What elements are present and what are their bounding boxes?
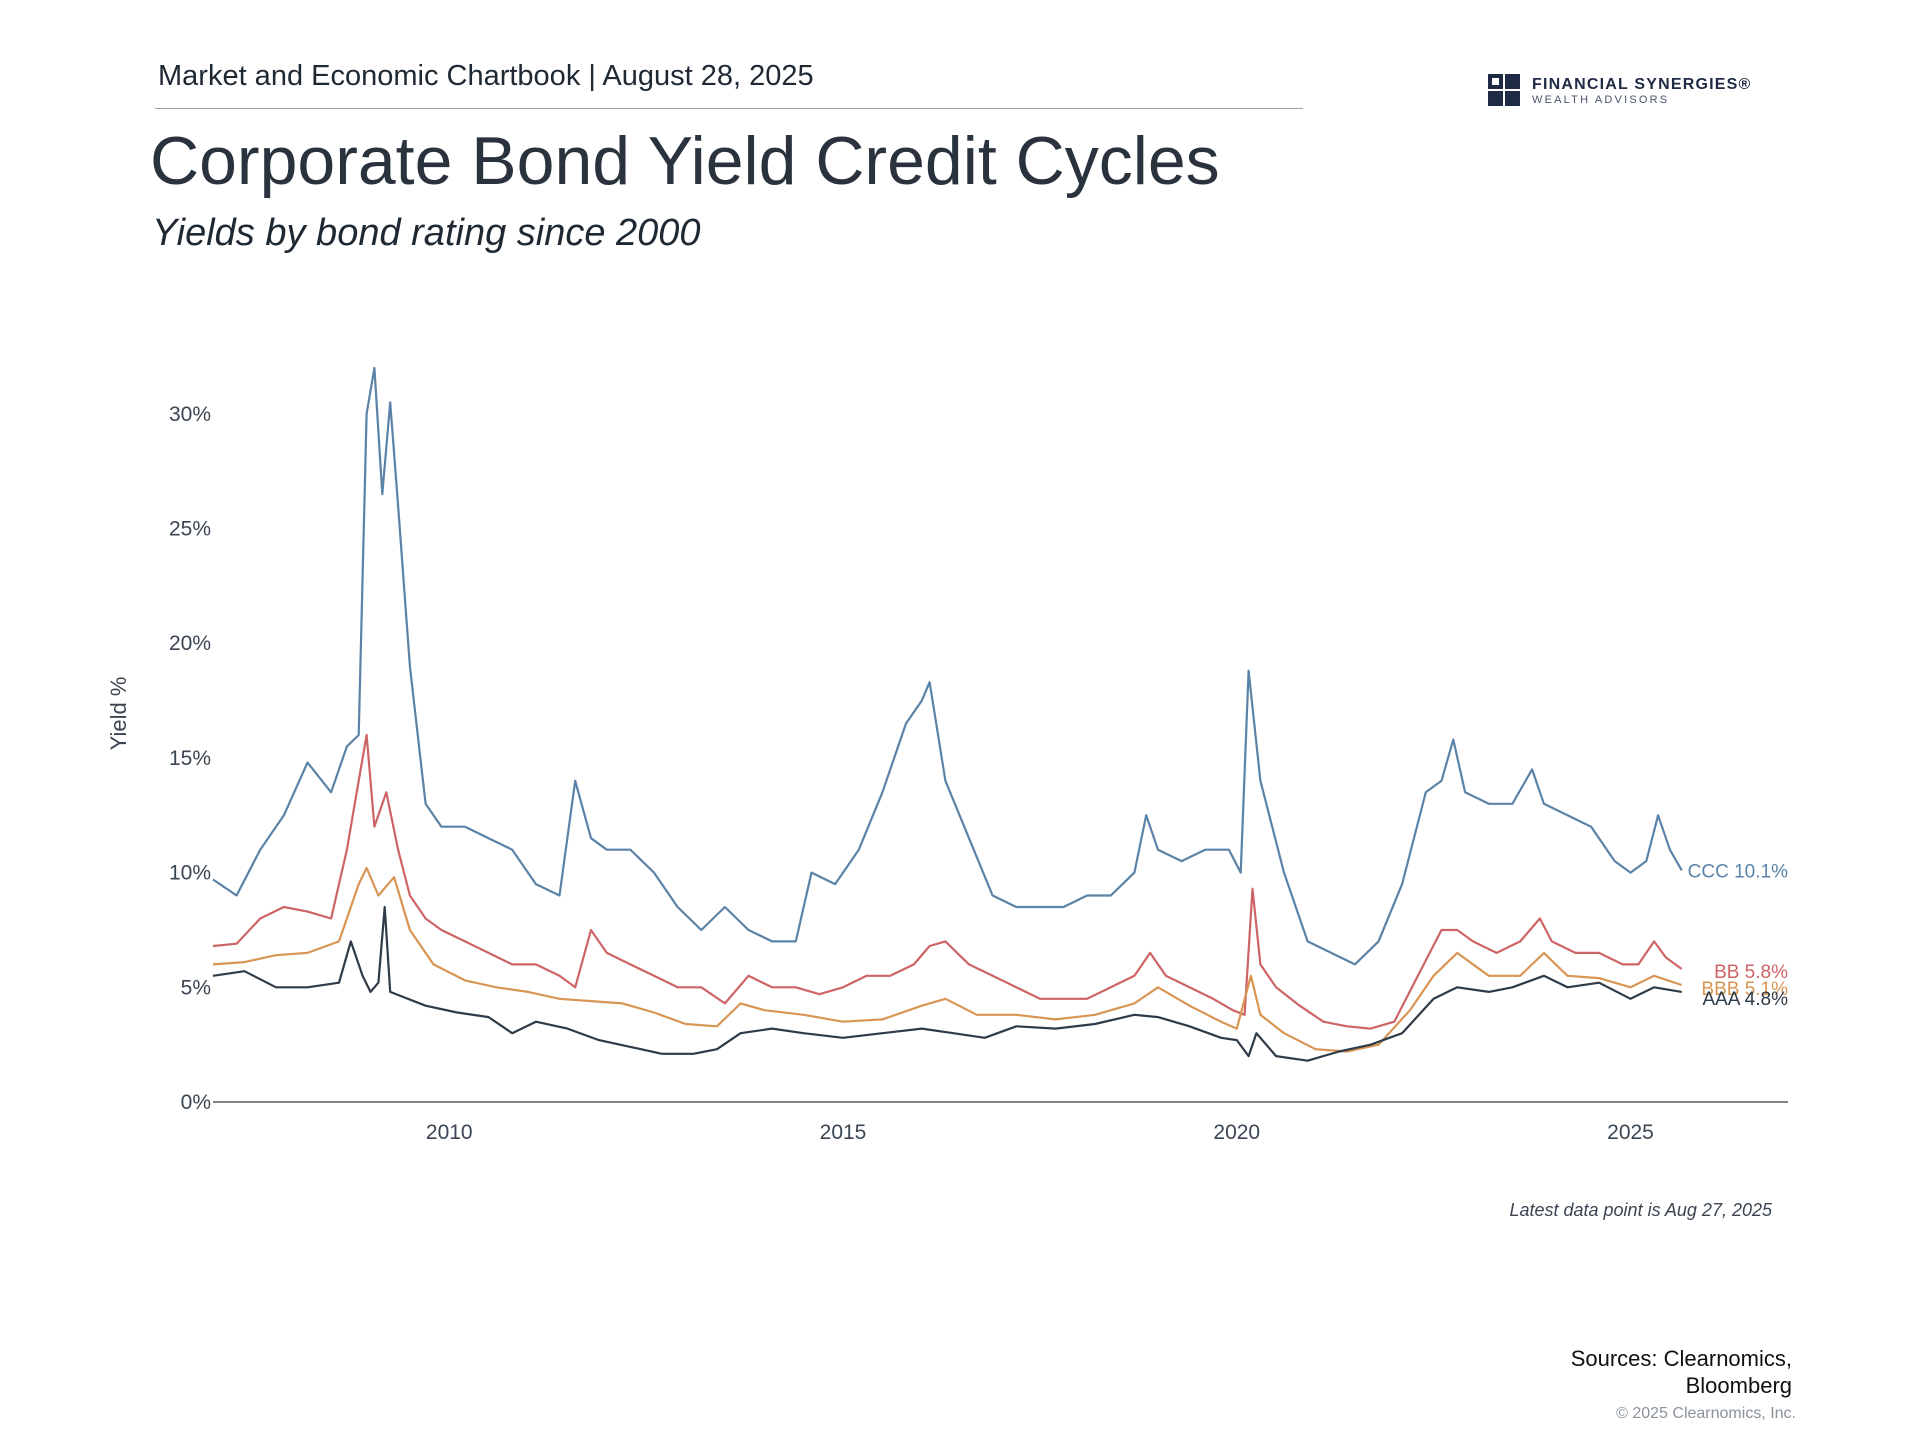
x-tick-label: 2015 bbox=[820, 1121, 867, 1144]
y-axis-title-group: Yield % bbox=[106, 677, 131, 751]
sources-line-2: Bloomberg bbox=[1685, 1373, 1792, 1398]
series-line-bb bbox=[212, 733, 1683, 1030]
y-tick-label: 0% bbox=[181, 1091, 211, 1114]
end-label-ccc: CCC 10.1% bbox=[1688, 861, 1788, 882]
company-logo: FINANCIAL SYNERGIES® WEALTH ADVISORS bbox=[1488, 74, 1793, 110]
end-label-aaa: AAA 4.8% bbox=[1702, 989, 1788, 1010]
series-lines bbox=[212, 366, 1683, 1062]
series-line-bbb bbox=[212, 866, 1683, 1053]
header-divider bbox=[155, 108, 1303, 109]
y-tick-label: 30% bbox=[169, 403, 211, 426]
chartbook-header: Market and Economic Chartbook | August 2… bbox=[158, 60, 814, 92]
logo-mark-icon bbox=[1488, 74, 1520, 106]
copyright-text: © 2025 Clearnomics, Inc. bbox=[1616, 1405, 1796, 1422]
y-tick-label: 10% bbox=[169, 862, 211, 885]
x-tick-label: 2020 bbox=[1213, 1121, 1260, 1144]
page-title: Corporate Bond Yield Credit Cycles bbox=[150, 123, 1220, 199]
series-line-aaa bbox=[212, 905, 1682, 1062]
page-subtitle: Yields by bond rating since 2000 bbox=[152, 212, 701, 254]
y-tick-label: 20% bbox=[169, 632, 211, 655]
sources-line-1: Sources: Clearnomics, bbox=[1570, 1346, 1792, 1371]
end-label-bb: BB 5.8% bbox=[1714, 962, 1788, 983]
x-tick-label: 2025 bbox=[1607, 1121, 1654, 1144]
logo-name: FINANCIAL SYNERGIES® bbox=[1532, 76, 1752, 93]
x-tick-label: 2010 bbox=[426, 1121, 473, 1144]
y-tick-label: 15% bbox=[169, 747, 211, 770]
sources-text: Sources: Clearnomics, Bloomberg bbox=[1571, 1345, 1792, 1399]
y-axis-ticks: 0% 5% 10% 15% 20% 25% 30% bbox=[169, 403, 211, 1114]
y-tick-label: 5% bbox=[181, 976, 211, 999]
series-line-ccc bbox=[212, 366, 1683, 966]
y-axis-title: Yield % bbox=[106, 677, 131, 751]
latest-data-note: Latest data point is Aug 27, 2025 bbox=[1509, 1200, 1772, 1220]
x-axis-ticks: 2010 2015 2020 2025 bbox=[426, 1121, 1654, 1144]
end-labels: CCC 10.1% BB 5.8%BBB 5.1%AAA 4.8% bbox=[1688, 861, 1788, 1010]
logo-tagline: WEALTH ADVISORS bbox=[1532, 94, 1670, 106]
end-label-bbb: BBB 5.1% bbox=[1701, 979, 1788, 1000]
y-tick-label: 25% bbox=[169, 518, 211, 541]
